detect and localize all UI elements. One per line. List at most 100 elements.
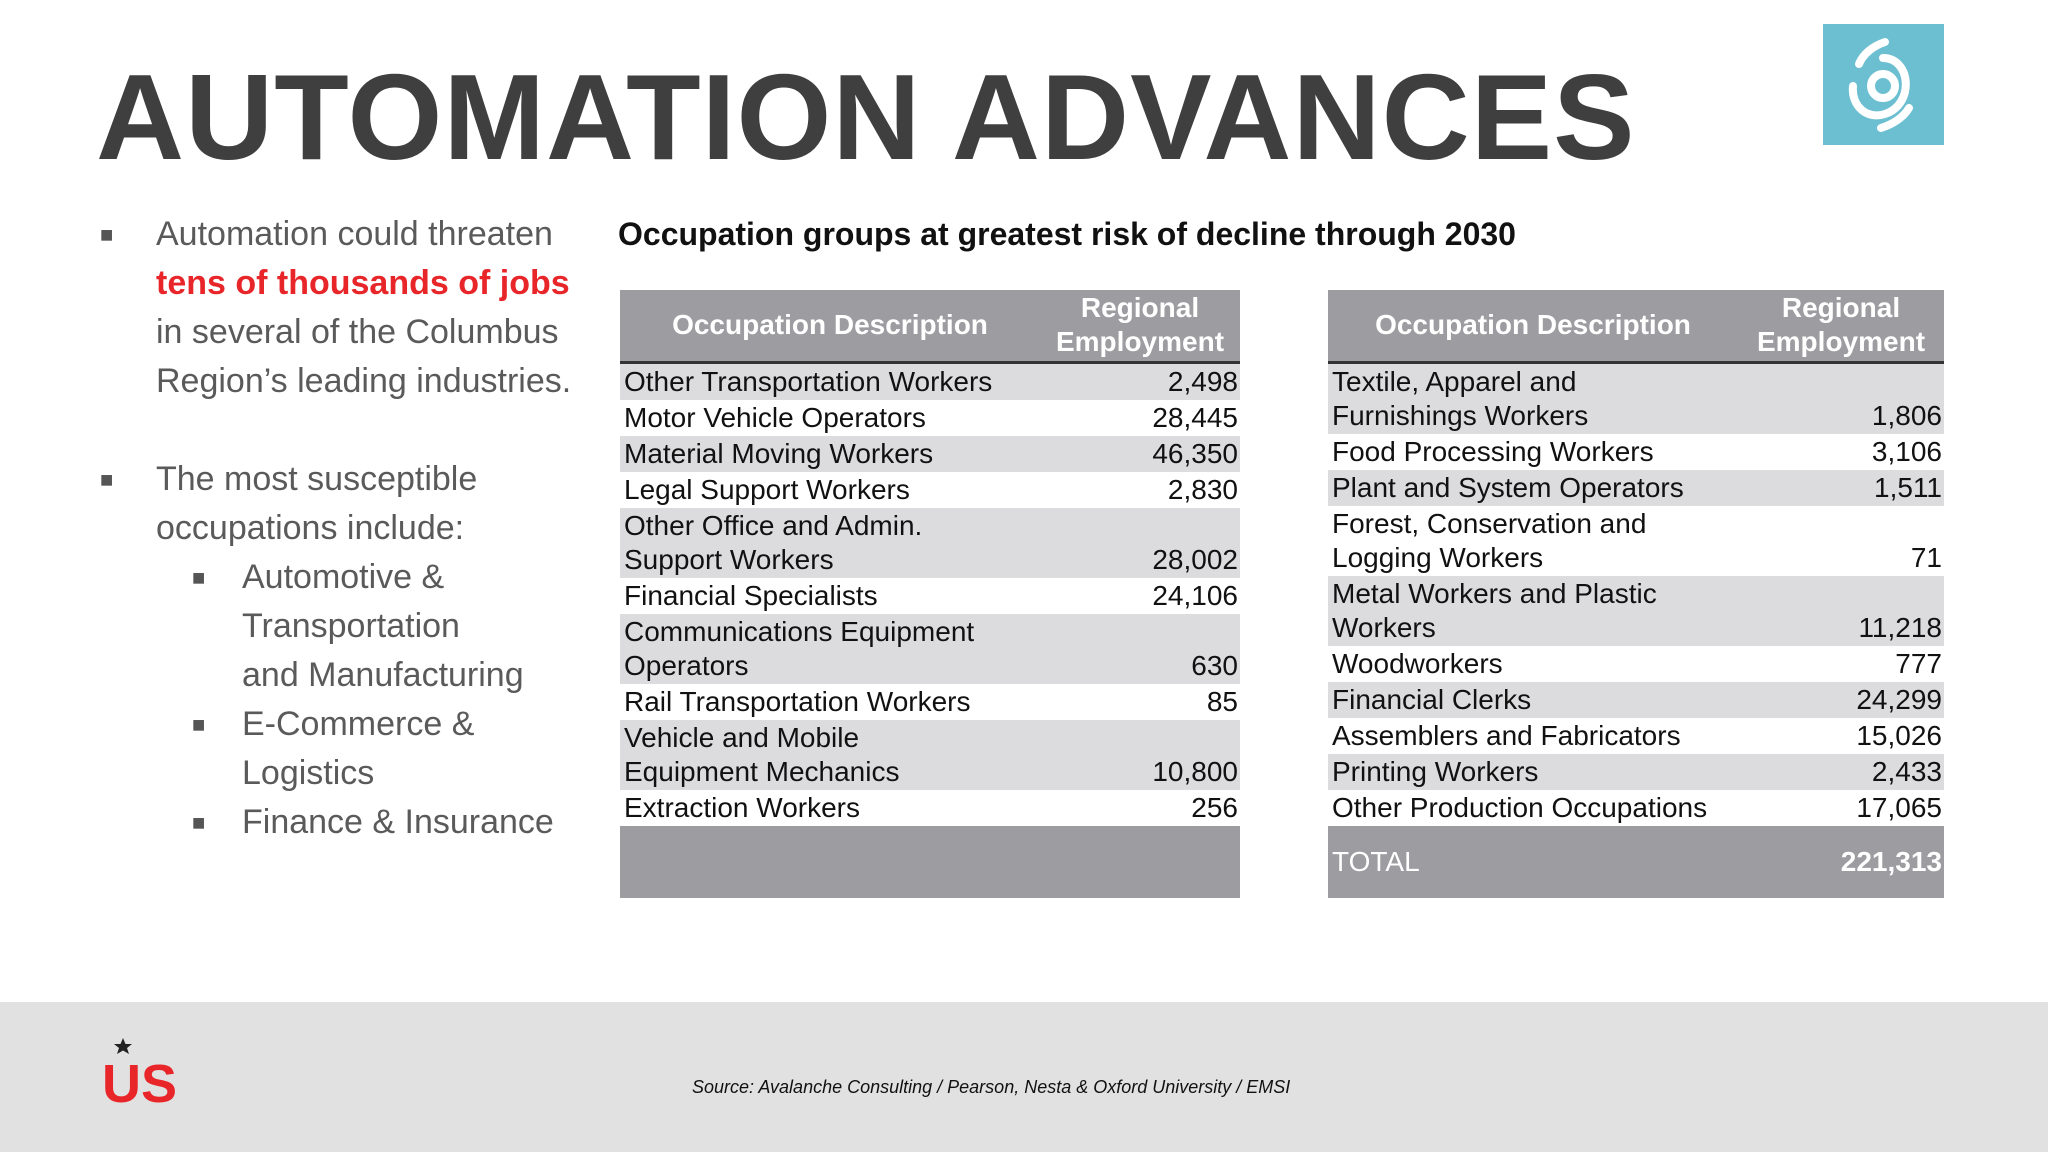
occupation-table-left: Occupation Description Regional Employme… [620,290,1240,898]
bullet-list: ■ Automation could threaten tens of thou… [96,210,596,847]
employment-value: 85 [1040,683,1240,720]
occupation-name: Textile, Apparel and [1332,365,1577,397]
occupation-cell: Textile, Apparel and Furnishings Workers [1328,362,1738,434]
employment-value: 10,800 [1040,719,1240,790]
occupation-name: Legal Support Workers [624,473,910,505]
occupation-cell: Financial Clerks [1328,681,1738,718]
employment-value: 1,806 [1738,362,1944,434]
footer-blank [1040,825,1240,898]
us-logo-svg: US [102,1038,177,1114]
spiral-logo-svg [1848,38,1913,132]
sub-bullet-text: Automotive & [242,558,445,596]
bullet-text: in several of the Columbus [156,313,559,351]
square-bullet-icon: ■ [192,565,206,590]
occupation-name: Extraction Workers [624,791,860,823]
occupation-name: Forest, Conservation and [1332,507,1647,539]
total-value: 221,313 [1738,825,1944,898]
occupation-name: Other Production Occupations [1332,791,1708,823]
occupation-name: Material Moving Workers [624,437,934,469]
table-row: Plant and System Operators 1,511 [1328,469,1944,506]
sub-bullet-text: Transportation [242,607,460,645]
employment-value: 28,445 [1040,399,1240,436]
occupation-name: Financial Specialists [624,579,878,611]
employment-value: 71 [1738,505,1944,576]
employment-value: 11,218 [1738,575,1944,646]
occupation-cell: Assemblers and Fabricators [1328,717,1738,754]
occupation-cell: Legal Support Workers [620,471,1040,508]
occupation-cell: Rail Transportation Workers [620,683,1040,720]
table-row: Rail Transportation Workers 85 [620,683,1240,720]
occupation-name: Vehicle and Mobile [624,721,860,753]
table-row: Financial Specialists 24,106 [620,577,1240,614]
table-row: Financial Clerks 24,299 [1328,681,1944,718]
square-bullet-icon: ■ [100,222,114,247]
header-employment-line: Employment [1055,326,1225,358]
employment-value: 2,498 [1040,362,1240,400]
table-row: Textile, Apparel and Furnishings Workers 1… [1328,362,1944,434]
header-occupation: Occupation Description [620,290,1040,364]
occupation-name: Plant and System Operators [1332,471,1684,503]
header-employment-line: Regional [1080,292,1200,324]
occupation-name: Communications Equipment [624,615,975,647]
table-row: Motor Vehicle Operators 28,445 [620,399,1240,436]
employment-value: 3,106 [1738,433,1944,470]
table-row: Metal Workers and Plastic Workers 11,218 [1328,575,1944,646]
table-row: Printing Workers 2,433 [1328,753,1944,790]
bullet-text: The most susceptible [156,460,478,498]
occupation-name: Equipment Mechanics [624,755,900,787]
occupation-cell: Food Processing Workers [1328,433,1738,470]
employment-value: 24,299 [1738,681,1944,718]
total-label: TOTAL [1328,825,1738,898]
employment-value: 28,002 [1040,507,1240,578]
occupation-cell: Vehicle and Mobile Equipment Mechanics [620,719,1040,790]
employment-value: 2,433 [1738,753,1944,790]
bullet-susceptible: ■ The most susceptible occupations inclu… [96,455,596,553]
table-row: Communications Equipment Operators 630 [620,613,1240,684]
spiral-logo-icon [1823,24,1944,145]
table-row: Other Office and Admin. Support Workers 28… [620,507,1240,578]
occupation-name: Logging Workers [1332,541,1544,573]
occupation-name: Assemblers and Fabricators [1332,719,1681,751]
table-title: Occupation groups at greatest risk of de… [618,216,1516,252]
bullet-text: occupations include: [156,509,465,547]
table-row: Other Transportation Workers 2,498 [620,362,1240,400]
employment-value: 256 [1040,789,1240,826]
sub-bullet-list: ■ Automotive & Transportation and Manufactu… [96,553,596,847]
occupation-cell: Material Moving Workers [620,435,1040,472]
occupation-table-right: Occupation Description Regional Employme… [1328,290,1944,898]
occupation-cell: Printing Workers [1328,753,1738,790]
occupation-cell: Forest, Conservation and Logging Workers [1328,505,1738,576]
square-bullet-icon: ■ [192,712,206,737]
employment-value: 15,026 [1738,717,1944,754]
header-employment-line: Regional [1781,292,1901,324]
employment-value: 2,830 [1040,471,1240,508]
occupation-name: Operators [624,649,749,681]
header-employment: Regional Employment [1040,290,1240,364]
sub-bullet-item: ■ Automotive & Transportation and Manufactu… [96,553,596,700]
table-row: Legal Support Workers 2,830 [620,471,1240,508]
header-occupation: Occupation Description [1328,290,1738,364]
sub-bullet-text: E-Commerce & [242,705,475,743]
occupation-name: Other Transportation Workers [624,365,993,397]
source-citation: Source: Avalanche Consulting / Pearson, … [692,1077,1291,1097]
occupation-name: Woodworkers [1332,647,1503,679]
bullet-text: Automation could threaten [156,215,553,253]
bullet-highlight: tens of thousands of jobs [156,264,570,302]
employment-value: 24,106 [1040,577,1240,614]
bullet-text: Region’s leading industries. [156,362,572,400]
employment-value: 630 [1040,613,1240,684]
square-bullet-icon: ■ [192,810,206,835]
sub-bullet-text: and Manufacturing [242,656,524,694]
occupation-name: Furnishings Workers [1332,399,1589,431]
occupation-cell: Extraction Workers [620,789,1040,826]
table-row: Assemblers and Fabricators 15,026 [1328,717,1944,754]
sub-bullet-text: Finance & Insurance [242,803,554,841]
header-employment-line: Employment [1756,326,1926,358]
occupation-name: Food Processing Workers [1332,435,1654,467]
square-bullet-icon: ■ [100,467,114,492]
occupation-name: Support Workers [624,543,834,575]
header-employment: Regional Employment [1738,290,1944,364]
table-row: Material Moving Workers 46,350 [620,435,1240,472]
occupation-cell: Other Transportation Workers [620,362,1040,400]
occupation-cell: Financial Specialists [620,577,1040,614]
